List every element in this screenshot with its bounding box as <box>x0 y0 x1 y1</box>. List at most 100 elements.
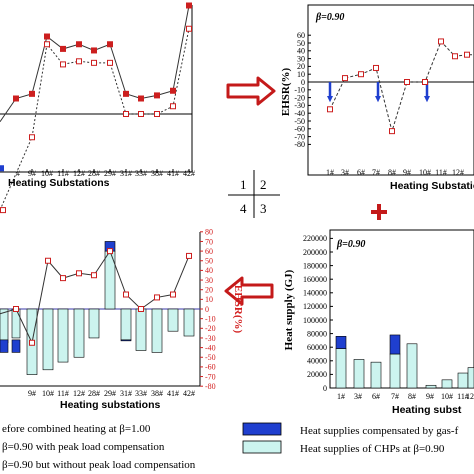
panel4-tick-labels: 9# 10# 11# 12# 28# 29# 31# 33# 38# 41# 42# <box>28 389 195 398</box>
panel2-point <box>373 64 379 71</box>
panel3-y-tick-label: 200000 <box>303 248 327 257</box>
panel3-gas-bar <box>335 336 347 349</box>
legend-left: efore combined heating at β=1.00 β=0.90 … <box>2 423 196 471</box>
panel4-y-tick-label: 50 <box>205 257 213 266</box>
panel2-frame <box>307 4 474 176</box>
panel1-open-point <box>91 59 97 66</box>
panel2-y-tick-label: 60 <box>297 31 305 40</box>
panel2-xlabel: Heating Substatio <box>390 180 474 192</box>
panel2-y-tick-label: -70 <box>294 132 305 141</box>
quadrant-label-3: 3 <box>260 201 267 216</box>
tick-label: 42# <box>183 169 195 178</box>
quadrant-label-2: 2 <box>260 177 267 192</box>
tick-label: 6# <box>372 392 380 401</box>
panel2-line <box>329 40 474 133</box>
panel3-y-tick-label: 220000 <box>303 234 327 243</box>
legend-left-item-1: efore combined heating at β=1.00 <box>2 423 151 435</box>
panel1-series <box>0 2 192 214</box>
panel1-solid-point <box>13 95 19 102</box>
panel4-y-tick-label: -10 <box>205 314 216 323</box>
panel4-chp-bar <box>120 308 132 341</box>
tick-label: 10# <box>41 169 53 178</box>
panel4-xlabel: Heating substations <box>60 399 161 411</box>
tick-label-fragment: # <box>16 169 20 178</box>
panel1-blue-marker <box>0 165 4 172</box>
panel4-chp-bar <box>183 308 195 337</box>
panel4-line <box>0 248 192 346</box>
panel1-open-point <box>29 134 35 141</box>
panel3-y-tick-label: 180000 <box>303 261 327 270</box>
panel4-partial-bar <box>11 308 21 339</box>
tick-label: 10# <box>42 389 54 398</box>
tick-label: 8# <box>408 392 416 401</box>
tick-label: 38# <box>151 389 163 398</box>
panel2-point <box>464 51 470 58</box>
panel3-y-tick-label: 160000 <box>303 275 327 284</box>
panel3-gas-bar <box>389 334 401 355</box>
tick-label: 6# <box>357 168 365 177</box>
panel4-point <box>45 257 51 264</box>
tick-label: 7# <box>391 392 399 401</box>
panel4-chp-bar <box>167 308 179 332</box>
tick-label: 41# <box>167 389 179 398</box>
tick-label: 31# <box>120 389 132 398</box>
panel4-y-tick-label: -80 <box>205 382 216 391</box>
panel1-open-point <box>76 58 82 65</box>
panel4-point <box>60 275 66 282</box>
panel1-solid-point <box>123 90 129 97</box>
panel4-chp-bar <box>73 308 85 358</box>
panel2-y-tick-label: -20 <box>294 93 305 102</box>
panel3-y-tick-label: 20000 <box>307 370 327 379</box>
red-plus-icon <box>371 204 387 220</box>
panel3-tick-labels: 1# 3# 6# 7# 8# 9# 10# 11#12# <box>337 392 474 401</box>
panel3-beta-annotation: β=0.90 <box>336 239 365 250</box>
tick-label: 1# <box>326 168 334 177</box>
panel3-y-tick-label: 80000 <box>307 329 327 338</box>
panel4-chp-bar <box>88 308 100 339</box>
tick-label: 12# <box>452 168 464 177</box>
panel4-chp-bar <box>135 308 147 351</box>
panel2-ylabel: EHSR(%) <box>280 68 292 117</box>
tick-label: 12# <box>73 389 85 398</box>
panel1-solid-point <box>29 90 35 97</box>
panel4-ylabel: EHSR(%) <box>232 285 244 334</box>
panel1-solid-point <box>76 41 82 48</box>
panel-4: 80706050403020100-10-20-30-40-50-60-70-8… <box>0 228 244 411</box>
panel4-chp-bar <box>151 308 163 353</box>
panel-3: β=0.90 Heat supply (GJ) 2200002000001800… <box>283 229 474 416</box>
panel3-chp-bar <box>457 372 469 389</box>
panel4-point <box>91 272 97 279</box>
panel-2: β=0.90 EHSR(%) 6050403020100-10-20-30-40… <box>280 4 474 192</box>
panel1-solid-point <box>138 95 144 102</box>
panel4-y-tick-label: 70 <box>205 237 213 246</box>
panel3-chp-bar <box>467 367 474 389</box>
legend-swatch-gas <box>242 422 282 436</box>
legend-left-item-3: β=0.90 but without peak load compensatio… <box>2 459 196 471</box>
panel4-y-tick-label: -40 <box>205 343 216 352</box>
tick-label: 12# <box>466 392 474 401</box>
panel2-y-tick-label: 50 <box>297 39 305 48</box>
tick-label: 8# <box>388 168 396 177</box>
panel3-chp-bar <box>389 353 401 389</box>
panel1-open-point <box>138 111 144 117</box>
panel4-chp-bar <box>57 308 69 363</box>
panel1-open-point <box>44 41 50 48</box>
panel2-point <box>358 71 364 78</box>
panel3-y-tick-label: 40000 <box>307 357 327 366</box>
panel4-point <box>29 339 35 346</box>
panel3-chp-bar <box>335 348 347 389</box>
panel4-point <box>170 291 176 298</box>
tick-label: 9# <box>28 389 36 398</box>
panel2-beta-annotation: β=0.90 <box>315 12 344 23</box>
panel4-y-tick-label: 60 <box>205 247 213 256</box>
panel2-point <box>389 128 395 135</box>
panel2-y-tick-label: -30 <box>294 101 305 110</box>
panel3-y-tick-label: 100000 <box>303 316 327 325</box>
tick-label: 9# <box>403 168 411 177</box>
panel4-gas-bar <box>120 339 132 342</box>
panel2-tick-labels: 1# 3# 6# 7# 8# 9# 10# 11# 12# <box>326 168 464 177</box>
panel3-chp-bar <box>425 384 437 389</box>
panel2-point <box>422 79 428 85</box>
panel2-blue-arrowhead <box>424 96 430 103</box>
tick-label: 1# <box>337 392 345 401</box>
